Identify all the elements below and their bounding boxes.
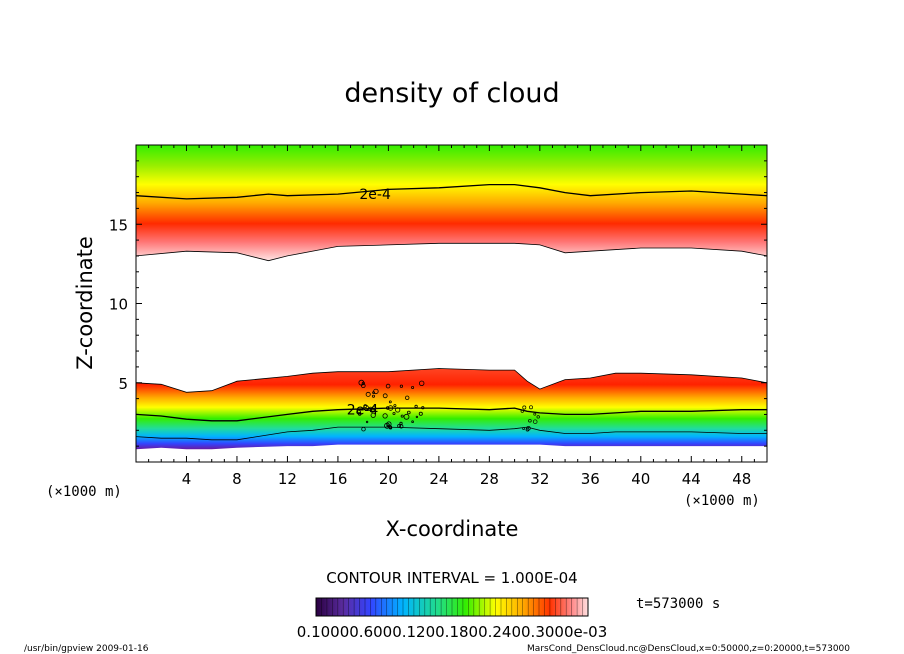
- noise-mark: [415, 415, 419, 419]
- x-axis-ticks: 4 8 12 16 20 24 28 32 36 40 44 48: [148, 145, 755, 488]
- x-tick-label: 16: [328, 470, 347, 488]
- x-tick-label: 12: [278, 470, 297, 488]
- noise-mark: [522, 405, 527, 410]
- lower-contour-low: [136, 426, 767, 441]
- x-tick-label: 24: [429, 470, 448, 488]
- noise-mark: [363, 404, 368, 409]
- noise-mark: [392, 411, 396, 415]
- y-axis-label: Z-coordinate: [73, 236, 97, 370]
- noise-mark: [387, 405, 394, 411]
- noise-mark: [361, 381, 365, 385]
- noise-mark: [403, 413, 410, 420]
- y-tick-label: 10: [109, 296, 128, 314]
- x-tick-label: 32: [530, 470, 549, 488]
- noise-mark: [528, 418, 532, 423]
- noise-mark: [522, 427, 525, 430]
- noise-mark: [399, 421, 403, 425]
- x-tick-label: 40: [631, 470, 650, 488]
- upper-cloud-band: [136, 145, 767, 261]
- noise-mark: [418, 411, 423, 416]
- program-info: /usr/bin/gpview 2009-01-16: [24, 644, 149, 654]
- noise-mark: [385, 383, 391, 389]
- x-tick-label: 4: [182, 470, 192, 488]
- noise-mark: [373, 388, 379, 395]
- contour-labels: 2e-4 2e-4: [347, 187, 391, 419]
- colorbar-labels: 0.10000.6000.1200.1800.2400.3000e-03: [297, 623, 607, 641]
- x-tick-label: 36: [581, 470, 600, 488]
- x-tick-label: 20: [379, 470, 398, 488]
- noise-mark: [386, 424, 390, 428]
- noise-mark: [406, 410, 411, 415]
- noise-mark: [371, 394, 375, 398]
- x-axis-label: X-coordinate: [386, 517, 519, 541]
- noise-mark: [361, 427, 366, 432]
- noise-mark: [370, 412, 376, 418]
- noise-mark: [532, 419, 538, 424]
- source-info: MarsCond_DensCloud.nc@DensCloud,x=0:5000…: [527, 644, 850, 654]
- x-tick-label: 8: [232, 470, 242, 488]
- y-axis-ticks: 5 10 15: [109, 160, 767, 447]
- upper-contour-2e-4: [136, 183, 767, 200]
- noise-mark: [536, 415, 540, 419]
- contour-label: 2e-4: [359, 187, 391, 203]
- noise-mark: [405, 395, 410, 400]
- noise-mark: [395, 407, 401, 413]
- noise-mark: [529, 405, 533, 410]
- x-unit-left: (×1000 m): [46, 484, 122, 500]
- noise-mark: [414, 404, 418, 408]
- noise-mark: [400, 414, 404, 418]
- x-tick-label: 44: [682, 470, 701, 488]
- noise-mark: [411, 420, 414, 424]
- x-unit-right: (×1000 m): [684, 493, 760, 509]
- contour-interval: CONTOUR INTERVAL = 1.000E-04: [326, 569, 577, 587]
- noise-mark: [388, 400, 392, 404]
- noise-mark: [393, 404, 397, 408]
- noise-mark: [365, 391, 371, 397]
- noise-mark: [356, 409, 361, 415]
- x-tick-label: 48: [732, 470, 751, 488]
- noise-mark: [369, 407, 375, 413]
- y-tick-label: 15: [109, 216, 128, 234]
- noise-mark: [533, 412, 537, 416]
- contour-noise-marks: [356, 379, 540, 432]
- noise-mark: [525, 427, 530, 432]
- time-label: t=573000 s: [636, 596, 720, 612]
- noise-mark: [382, 393, 388, 399]
- noise-mark: [397, 423, 402, 428]
- contour-label: 2e-4: [347, 403, 379, 419]
- noise-mark: [388, 425, 393, 429]
- noise-mark: [365, 420, 369, 424]
- noise-mark: [411, 385, 415, 389]
- noise-mark: [399, 384, 403, 388]
- colorbar-level-lines: [321, 598, 583, 616]
- lower-band-upper-contour: [136, 368, 767, 393]
- noise-mark: [520, 409, 524, 413]
- lower-contour-2e-4: [136, 407, 767, 422]
- x-tick-label: 28: [480, 470, 499, 488]
- noise-mark: [363, 404, 369, 411]
- plot-fill-layer: [136, 145, 767, 450]
- noise-mark: [382, 413, 388, 419]
- noise-mark: [419, 380, 425, 386]
- noise-mark: [421, 406, 425, 410]
- chart-title: density of cloud: [344, 78, 559, 109]
- noise-mark: [386, 406, 390, 410]
- y-tick-label: 5: [118, 375, 128, 393]
- upper-band-lower-contour: [136, 242, 767, 262]
